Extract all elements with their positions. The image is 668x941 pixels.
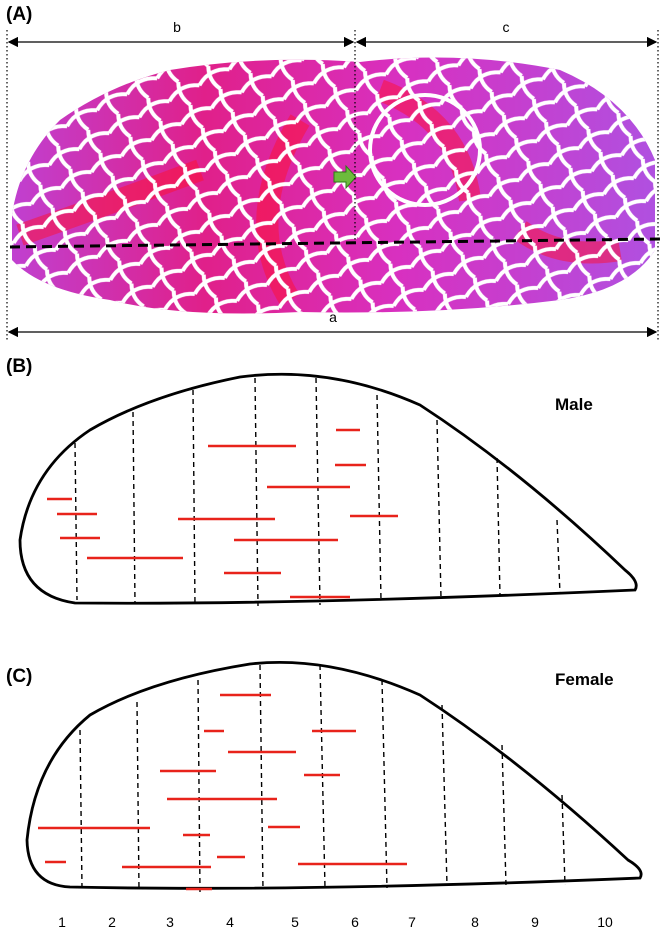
segment-number: 7 <box>408 914 416 930</box>
segment-number: 1 <box>58 914 66 930</box>
segment-number: 3 <box>166 914 174 930</box>
panel-label: (C) <box>6 666 32 687</box>
panel-title: Male <box>555 395 593 414</box>
segment-lines <box>74 377 561 607</box>
dimension-arrows <box>7 36 658 338</box>
cut-line <box>9 237 661 249</box>
panel-title: Female <box>555 670 614 689</box>
muscle-outline <box>18 372 638 605</box>
segment-lines <box>79 664 566 893</box>
dimension-label: a <box>329 309 337 325</box>
dimension-label: b <box>173 19 181 35</box>
fiber-lines <box>47 428 398 599</box>
guides <box>6 30 659 342</box>
segment-number: 8 <box>471 914 479 930</box>
segment-number: 4 <box>226 914 234 930</box>
panel-label: (A) <box>6 4 32 25</box>
panel-label: (B) <box>6 356 32 377</box>
segment-number: 5 <box>291 914 299 930</box>
segment-number: 10 <box>597 914 613 930</box>
segment-number: 9 <box>531 914 539 930</box>
segment-number: 6 <box>351 914 359 930</box>
segment-number: 2 <box>108 914 116 930</box>
segment-labels: 1 2 3 4 5 6 7 8 9 10 <box>58 914 613 930</box>
tissue-image <box>12 57 655 314</box>
fiber-lines <box>38 693 407 891</box>
dimension-label: c <box>503 19 510 35</box>
